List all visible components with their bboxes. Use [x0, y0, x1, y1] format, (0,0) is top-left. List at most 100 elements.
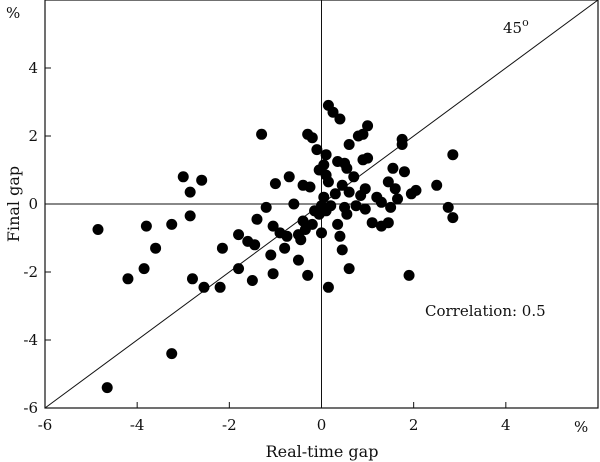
data-point — [316, 227, 327, 239]
data-point — [297, 215, 309, 227]
data-point — [322, 176, 334, 188]
data-point — [442, 201, 454, 213]
data-point — [283, 171, 295, 183]
data-point — [246, 275, 258, 286]
y-tick-label: -6 — [23, 399, 38, 417]
data-points — [92, 99, 459, 394]
data-point — [366, 217, 378, 229]
data-point — [92, 224, 104, 235]
data-point — [318, 191, 330, 203]
data-point — [336, 244, 348, 256]
data-point — [140, 220, 152, 232]
y-tick-label: 0 — [28, 195, 38, 213]
data-point — [431, 179, 443, 191]
data-point — [341, 162, 353, 174]
data-point — [177, 171, 189, 183]
data-point — [348, 171, 360, 183]
x-tick-label: -4 — [130, 416, 145, 434]
data-point — [233, 229, 245, 241]
x-tick-label: -6 — [38, 416, 53, 434]
x-unit-label: % — [574, 418, 588, 436]
data-point — [325, 200, 337, 212]
data-point — [359, 183, 371, 195]
data-point — [295, 234, 307, 246]
data-point — [343, 263, 355, 275]
y-tick-label: -4 — [23, 331, 38, 349]
data-point — [292, 254, 304, 266]
data-point — [265, 249, 277, 261]
data-point — [334, 230, 346, 242]
data-point — [302, 269, 314, 281]
data-point — [389, 183, 401, 195]
x-axis-title: Real-time gap — [266, 442, 379, 461]
data-point — [269, 178, 281, 190]
data-point — [322, 281, 334, 293]
data-point — [184, 186, 196, 198]
data-point — [396, 133, 408, 145]
data-point — [281, 230, 293, 242]
data-point — [260, 201, 272, 213]
x-tick-label: 0 — [317, 416, 327, 434]
data-point — [359, 203, 371, 215]
data-point — [447, 212, 459, 224]
reference-line-label: 45o — [503, 16, 529, 37]
x-tick-label: 4 — [501, 416, 511, 434]
data-point — [122, 273, 134, 285]
data-point — [267, 268, 279, 280]
data-point — [304, 181, 316, 193]
data-point — [318, 159, 330, 171]
data-point — [403, 269, 415, 281]
plot-area — [44, 0, 599, 409]
data-point — [362, 120, 374, 132]
data-point — [343, 186, 355, 198]
data-point — [198, 281, 210, 293]
data-point — [341, 208, 353, 220]
data-point — [101, 382, 113, 394]
data-point — [392, 193, 404, 205]
data-point — [362, 152, 374, 164]
data-point — [306, 218, 318, 230]
data-point — [184, 210, 196, 222]
y-tick-label: 4 — [28, 59, 38, 77]
data-point — [334, 113, 346, 125]
data-point — [150, 242, 162, 254]
data-point — [233, 263, 245, 275]
data-point — [279, 242, 291, 254]
data-point — [216, 242, 228, 254]
data-point — [320, 149, 332, 161]
data-point — [410, 184, 422, 196]
data-point — [256, 128, 268, 140]
data-point — [382, 217, 394, 229]
data-point — [357, 128, 369, 140]
data-point — [387, 162, 399, 174]
data-point — [327, 106, 339, 118]
data-point — [350, 200, 362, 212]
data-point — [447, 149, 459, 161]
y-unit-label: % — [6, 4, 20, 22]
x-tick-label: 2 — [409, 416, 419, 434]
x-axis: -6 -4 -2 0 2 4 — [38, 402, 511, 434]
data-point — [186, 273, 198, 285]
data-point — [329, 188, 341, 200]
data-point — [166, 348, 178, 360]
data-point — [385, 201, 397, 213]
data-point — [249, 239, 261, 251]
data-point — [196, 174, 208, 186]
data-point — [332, 218, 344, 230]
data-point — [311, 144, 323, 156]
y-tick-label: 2 — [28, 127, 38, 145]
data-point — [214, 281, 226, 293]
data-point — [306, 132, 318, 144]
data-point — [166, 218, 178, 230]
data-point — [382, 176, 394, 188]
y-axis: -6 -4 -2 0 2 4 — [23, 59, 51, 417]
y-axis-title: Final gap — [4, 166, 23, 242]
correlation-annotation: Correlation: 0.5 — [425, 302, 546, 320]
x-tick-label: -2 — [222, 416, 237, 434]
data-point — [138, 263, 150, 275]
y-tick-label: -2 — [23, 263, 38, 281]
data-point — [267, 220, 279, 232]
data-point — [398, 166, 410, 178]
data-point — [375, 196, 387, 208]
